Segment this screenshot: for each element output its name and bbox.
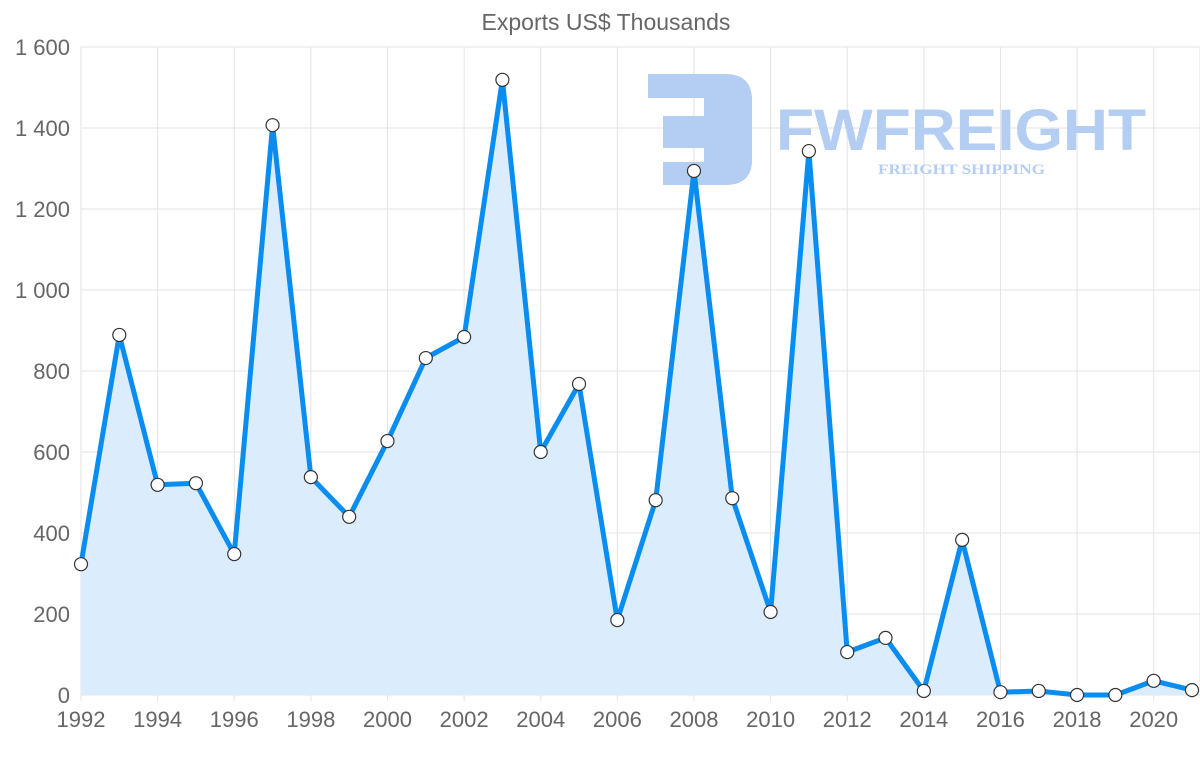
data-point [188, 476, 204, 491]
data-point [610, 612, 625, 628]
data-point [457, 329, 472, 345]
y-tick-label: 0 [58, 683, 70, 708]
data-point [1184, 683, 1200, 698]
x-tick-label: 2008 [669, 707, 718, 732]
x-tick-label: 2006 [593, 707, 642, 732]
chart-title: Exports US$ Thousands [482, 9, 731, 35]
y-tick-label: 400 [33, 521, 70, 546]
y-tick-label: 1 400 [15, 116, 70, 141]
data-point [916, 683, 931, 699]
x-tick-label: 2016 [976, 707, 1025, 732]
data-point [955, 532, 970, 547]
watermark-tagline: FREIGHT SHIPPING [878, 162, 1045, 178]
x-tick-label: 1998 [286, 707, 335, 732]
watermark-brand: FWFREIGHT [776, 98, 1146, 163]
y-tick-label: 800 [33, 359, 70, 384]
data-point [878, 630, 893, 645]
y-tick-label: 1 000 [15, 278, 70, 303]
data-point [533, 444, 548, 460]
x-tick-label: 1994 [133, 707, 182, 732]
x-tick-label: 2004 [516, 707, 565, 732]
y-tick-label: 200 [33, 602, 70, 627]
data-point [380, 433, 395, 449]
data-point [150, 477, 165, 492]
x-tick-label: 2012 [823, 707, 872, 732]
x-tick-label: 2014 [899, 707, 948, 732]
data-point [725, 491, 740, 506]
data-point [801, 143, 816, 159]
y-tick-label: 1 200 [15, 197, 70, 222]
data-point [686, 163, 702, 179]
data-point [227, 546, 242, 562]
data-point [265, 118, 280, 133]
data-point [763, 604, 778, 620]
data-point [342, 509, 357, 524]
x-tick-label: 2000 [363, 707, 412, 732]
series [73, 72, 1200, 703]
data-point [1031, 683, 1046, 699]
x-tick-label: 2010 [746, 707, 795, 732]
x-tick-label: 2020 [1129, 707, 1178, 732]
axes: 0 200 400 600 800 1 000 1 200 1 400 1 600 1992 199… [15, 35, 1178, 732]
data-point [993, 685, 1008, 700]
data-point [571, 376, 587, 392]
series-area [81, 79, 1192, 696]
x-tick-label: 2002 [440, 707, 489, 732]
data-point [495, 72, 510, 87]
y-tick-label: 1 600 [15, 35, 70, 60]
data-point [1069, 687, 1085, 703]
data-point [648, 493, 663, 508]
y-tick-label: 600 [33, 440, 70, 465]
data-point [840, 644, 855, 660]
x-tick-label: 1996 [210, 707, 259, 732]
data-point [112, 327, 127, 343]
x-tick-label: 1992 [57, 707, 106, 732]
data-point [418, 350, 433, 366]
logo-mark-icon [648, 74, 752, 185]
data-point [1146, 673, 1161, 688]
x-tick-label: 2018 [1053, 707, 1102, 732]
data-point [303, 470, 318, 485]
data-point [73, 557, 89, 572]
data-point [1108, 687, 1123, 703]
watermark-logo: FWFREIGHT FREIGHT SHIPPING [648, 74, 1146, 185]
